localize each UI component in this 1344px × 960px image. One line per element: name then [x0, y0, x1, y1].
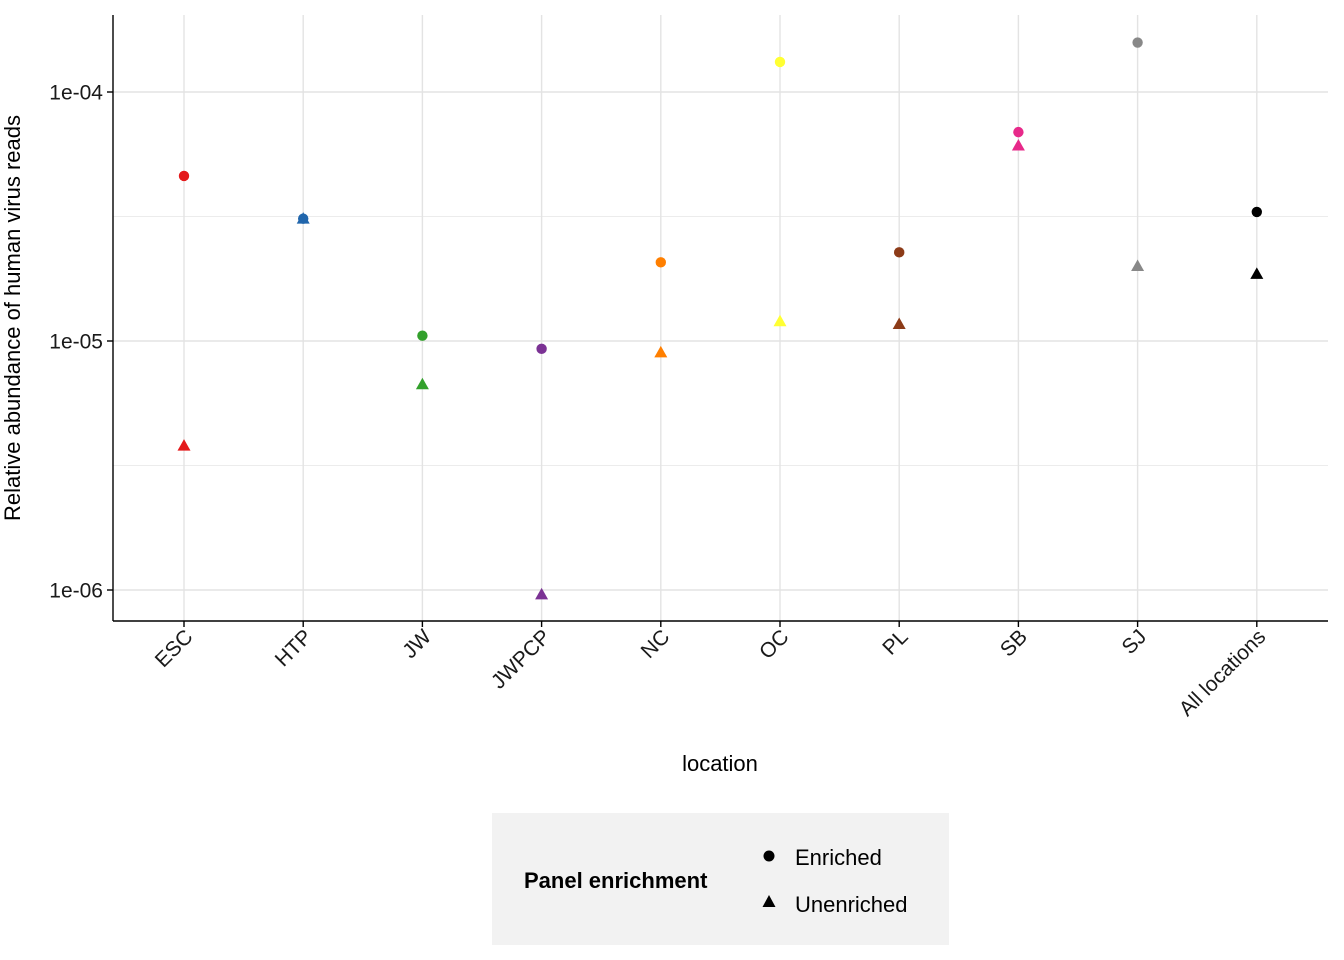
x-tick-label: JWPCP: [487, 625, 555, 693]
point-enriched: [655, 257, 666, 268]
point-unenriched: [1250, 267, 1264, 279]
x-tick-label: HTP: [271, 625, 317, 671]
point-enriched: [1013, 126, 1024, 138]
legend: Panel enrichment Enriched Unenriched: [492, 813, 949, 945]
data-points: [177, 37, 1264, 600]
point-unenriched: [177, 439, 191, 451]
y-tick-label: 1e-06: [49, 580, 103, 603]
legend-unenriched-label: Unenriched: [795, 892, 908, 917]
point-unenriched: [892, 317, 906, 330]
grid: [113, 15, 1328, 621]
y-axis-title: Relative abundance of human virus reads: [0, 115, 25, 521]
legend-enriched-marker: [763, 850, 775, 862]
y-tick-label: 1e-04: [49, 82, 103, 105]
x-tick-label: OC: [755, 625, 794, 664]
point-enriched: [1251, 206, 1263, 218]
x-tick-label: ESC: [151, 625, 198, 672]
point-unenriched: [1011, 138, 1025, 151]
x-tick-label: JW: [398, 625, 436, 663]
x-axis-ticks: ESC HTP JW JWPCP NC OC PL SB SJ All locations: [151, 621, 1271, 721]
point-unenriched: [773, 314, 787, 327]
legend-unenriched-marker: [762, 895, 776, 907]
point-enriched: [417, 330, 428, 341]
legend-background: [492, 813, 949, 945]
x-tick-label: SJ: [1118, 625, 1152, 659]
x-axis-title: location: [682, 751, 758, 776]
point-enriched: [894, 247, 905, 258]
legend-enriched-label: Enriched: [795, 845, 882, 870]
point-enriched: [1132, 37, 1143, 48]
point-enriched: [178, 170, 190, 182]
point-enriched: [536, 343, 547, 355]
y-tick-label: 1e-05: [49, 331, 103, 354]
x-tick-label: SB: [996, 625, 1032, 661]
y-axis-ticks: 1e-06 1e-05 1e-04: [49, 82, 113, 603]
point-unenriched: [654, 345, 668, 358]
point-enriched: [774, 56, 786, 68]
x-tick-label: PL: [878, 625, 912, 659]
legend-title: Panel enrichment: [524, 868, 708, 893]
x-tick-label: All locations: [1175, 625, 1271, 721]
point-unenriched: [535, 587, 549, 600]
x-tick-label: NC: [637, 625, 675, 663]
point-unenriched: [415, 377, 429, 390]
point-unenriched: [1131, 259, 1145, 272]
point-unenriched: [296, 212, 310, 224]
